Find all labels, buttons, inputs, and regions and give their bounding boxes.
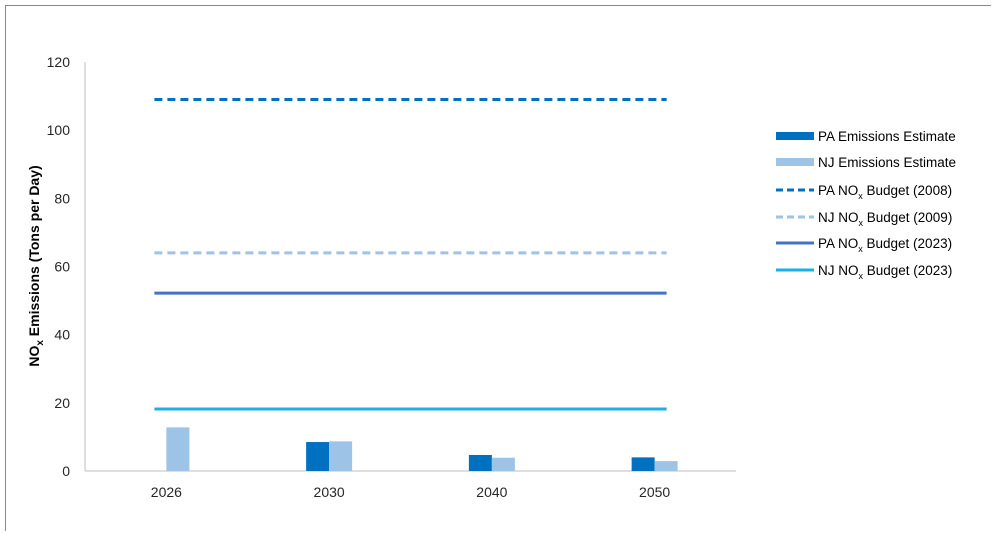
x-tick-label: 2050 [639,484,670,500]
pa-emissions-bar [306,442,330,471]
nj-emissions-bar [654,461,678,471]
nj-emissions-bar [166,427,190,471]
y-axis-label: NOx Emissions (Tons per Day) [26,165,46,366]
y-tick-label: 100 [47,122,71,138]
legend-pa-budget-2023: PA NOx Budget (2023) [776,236,952,254]
bars [166,427,678,471]
y-tick-label: 0 [62,463,70,479]
x-tick-label: 2030 [314,484,345,500]
y-tick-label: 40 [54,327,70,343]
legend-label: PA NOx Budget (2008) [818,183,952,201]
pa-emissions-bar [631,457,655,471]
axes [84,62,736,472]
x-tick-label: 2040 [476,484,507,500]
legend-label: NJ NOx Budget (2023) [818,263,952,281]
legend-swatch [776,158,814,166]
legend-pa-emissions: PA Emissions Estimate [776,129,956,144]
legend-label: PA Emissions Estimate [818,129,956,144]
budget-lines [154,97,667,411]
x-tick-label: 2026 [151,484,182,500]
nj-emissions-bar [329,441,353,471]
legend-nj-emissions: NJ Emissions Estimate [776,155,956,170]
y-tick-label: 20 [54,395,70,411]
legend-label: PA NOx Budget (2023) [818,236,952,254]
legend-nj-budget-2009: NJ NOx Budget (2009) [776,210,952,228]
legend-label: NJ NOx Budget (2009) [818,210,952,228]
pa-emissions-bar [468,454,492,471]
y-tick-label: 120 [47,54,71,70]
legend-swatch [776,132,814,140]
legend-label: NJ Emissions Estimate [818,155,956,170]
y-tick-label: 80 [54,190,70,206]
y-tick-label: 60 [54,259,70,275]
chart-frame [5,5,991,531]
legend: PA Emissions Estimate NJ Emissions Estima… [776,129,956,281]
nj-emissions-bar [491,457,515,471]
legend-pa-budget-2008: PA NOx Budget (2008) [776,183,952,201]
legend-nj-budget-2023: NJ NOx Budget (2023) [776,263,952,281]
